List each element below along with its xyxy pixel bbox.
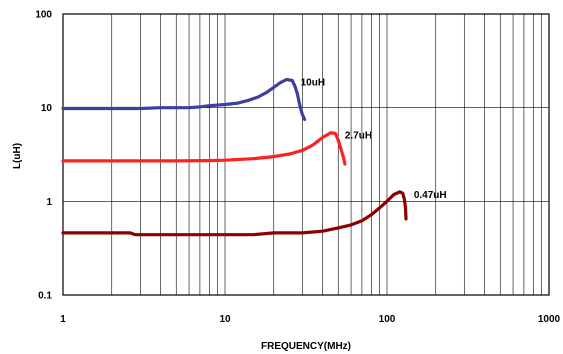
- series-label-2: 0.47uH: [414, 190, 447, 201]
- y-tick-label: 1: [46, 197, 52, 208]
- series-labels: 10uH 2.7uH 0.47uH: [301, 77, 447, 200]
- plot-frame: [62, 13, 550, 296]
- y-axis-title: L(uH): [12, 143, 23, 169]
- x-axis-title: FREQUENCY(MHz): [261, 341, 351, 352]
- gridlines: [63, 14, 549, 295]
- y-tick-label: 0.1: [38, 291, 52, 302]
- x-tick-label: 10: [219, 314, 231, 325]
- series-lines: [61, 77, 408, 237]
- series-label-0: 10uH: [301, 77, 325, 88]
- x-tick-label: 1000: [538, 314, 561, 325]
- y-tick-label: 10: [41, 103, 53, 114]
- y-tick-label: 100: [35, 10, 52, 21]
- x-tick-label: 1: [60, 314, 66, 325]
- x-tick-label: 100: [379, 314, 396, 325]
- series-line-2: [61, 190, 408, 237]
- series-line-0: [61, 77, 307, 121]
- tick-labels: 1 10 100 1000 0.1 1 10 100: [35, 10, 560, 326]
- series-line-1: [61, 131, 347, 166]
- series-label-1: 2.7uH: [345, 131, 372, 142]
